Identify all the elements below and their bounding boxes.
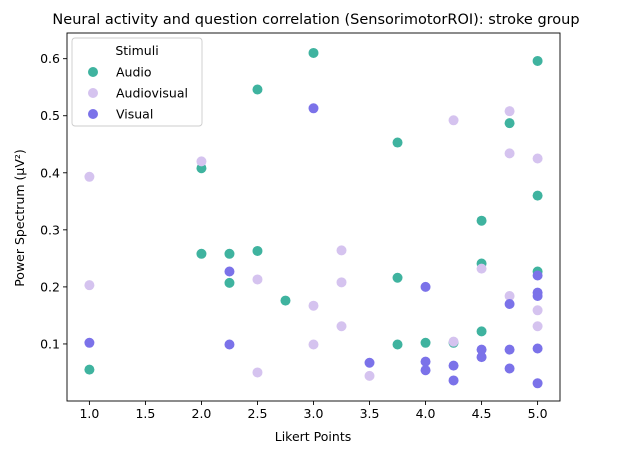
point-audiovisual-4: [252, 367, 263, 378]
x-tick-label: 2.0: [192, 406, 212, 421]
point-visual-2: [224, 339, 235, 350]
point-audio-2: [196, 248, 207, 259]
legend-box: [71, 37, 203, 127]
point-audiovisual-11: [448, 115, 459, 126]
legend-marker-audiovisual: [88, 88, 98, 98]
point-visual-4: [364, 357, 375, 368]
point-audiovisual-19: [532, 321, 543, 332]
point-visual-12: [504, 299, 515, 310]
point-visual-8: [448, 360, 459, 371]
point-audio-10: [392, 272, 403, 283]
x-tick-label: 3.0: [304, 406, 324, 421]
point-visual-1: [224, 266, 235, 277]
chart-title: Neural activity and question correlation…: [52, 12, 579, 28]
point-audiovisual-12: [448, 336, 459, 347]
point-audio-12: [420, 337, 431, 348]
point-audiovisual-17: [532, 153, 543, 164]
point-audiovisual-7: [336, 245, 347, 256]
point-audio-0: [84, 364, 95, 375]
y-tick-label: 0.5: [40, 108, 60, 123]
point-visual-10: [476, 344, 487, 355]
point-audio-18: [532, 55, 543, 66]
x-tick-label: 4.0: [416, 406, 436, 421]
point-audiovisual-5: [308, 300, 319, 311]
point-audiovisual-13: [476, 263, 487, 274]
x-tick-label: 3.5: [360, 406, 380, 421]
point-visual-9: [448, 375, 459, 386]
legend-entries: Audio Audiovisual Visual: [88, 65, 188, 122]
point-visual-0: [84, 337, 95, 348]
point-audio-8: [308, 47, 319, 58]
x-tick-label: 1.5: [135, 406, 155, 421]
point-visual-19: [532, 378, 543, 389]
point-audio-11: [392, 339, 403, 350]
point-audiovisual-0: [84, 171, 95, 182]
point-visual-15: [532, 270, 543, 281]
legend-marker-visual: [88, 109, 98, 119]
point-audio-3: [224, 248, 235, 259]
y-axis-ticks: 0.1 0.2 0.3 0.4 0.5 0.6: [40, 51, 67, 351]
point-audiovisual-6: [308, 339, 319, 350]
point-audiovisual-2: [196, 156, 207, 167]
legend-label-visual: Visual: [116, 107, 153, 122]
point-audio-14: [476, 215, 487, 226]
legend: Stimuli Audio Audiovisual Visual: [71, 37, 203, 127]
x-tick-label: 2.5: [248, 406, 268, 421]
point-audiovisual-1: [84, 280, 95, 291]
x-axis-ticks: 1.0 1.5 2.0 2.5 3.0 3.5 4.0 4.5 5.0: [79, 401, 548, 421]
point-visual-7: [420, 365, 431, 376]
point-audiovisual-18: [532, 305, 543, 316]
point-audio-16: [476, 326, 487, 337]
point-audio-9: [392, 137, 403, 148]
point-audio-4: [224, 277, 235, 288]
point-visual-6: [420, 356, 431, 367]
point-audio-17: [504, 118, 515, 129]
x-tick-label: 5.0: [528, 406, 548, 421]
point-audiovisual-10: [364, 370, 375, 381]
point-visual-13: [504, 344, 515, 355]
legend-marker-audio: [88, 67, 98, 77]
legend-label-audio: Audio: [116, 65, 152, 80]
point-audiovisual-9: [336, 321, 347, 332]
y-tick-label: 0.6: [40, 51, 60, 66]
legend-label-audiovisual: Audiovisual: [116, 86, 188, 101]
y-tick-label: 0.3: [40, 222, 60, 237]
point-visual-5: [420, 281, 431, 292]
point-audiovisual-8: [336, 277, 347, 288]
point-audio-19: [532, 190, 543, 201]
y-tick-label: 0.4: [40, 165, 60, 180]
point-visual-17: [532, 291, 543, 302]
point-audiovisual-15: [504, 148, 515, 159]
legend-title: Stimuli: [115, 43, 158, 58]
point-audio-1: [196, 163, 207, 174]
point-audio-5: [252, 84, 263, 95]
y-tick-label: 0.2: [40, 279, 60, 294]
point-visual-14: [504, 363, 515, 374]
x-tick-label: 4.5: [472, 406, 492, 421]
point-audiovisual-14: [504, 106, 515, 117]
x-axis-label: Likert Points: [275, 429, 351, 444]
point-visual-3: [308, 103, 319, 114]
point-visual-11: [476, 352, 487, 363]
point-audio-6: [252, 245, 263, 256]
point-audiovisual-16: [504, 291, 515, 302]
y-axis-label: Power Spectrum (µV²): [12, 149, 27, 287]
point-audiovisual-3: [252, 274, 263, 285]
point-audio-7: [280, 295, 291, 306]
x-tick-label: 1.0: [79, 406, 99, 421]
point-visual-18: [532, 343, 543, 354]
y-tick-label: 0.1: [40, 336, 60, 351]
points-layer: [84, 47, 543, 389]
